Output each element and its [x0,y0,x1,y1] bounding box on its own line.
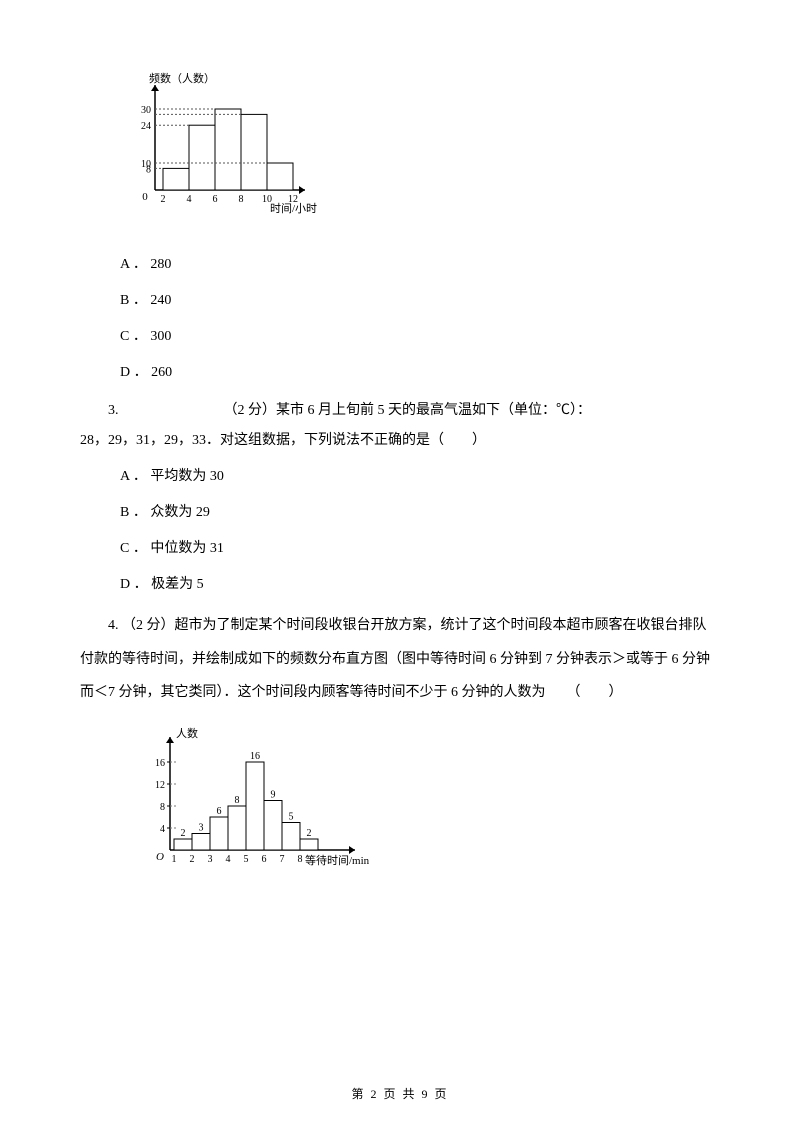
svg-text:24: 24 [141,121,151,132]
svg-text:人数: 人数 [176,727,198,740]
q2-option-b: B ． 240 [120,287,720,315]
svg-text:12: 12 [288,194,298,205]
svg-text:频数（人数）: 频数（人数） [149,71,215,85]
svg-text:10: 10 [141,159,151,170]
svg-text:6: 6 [217,806,222,817]
svg-text:30: 30 [141,105,151,116]
q2-option-c: C ． 300 [120,323,720,351]
q3-line1: 3. （2 分）某市 6 月上旬前 5 天的最高气温如下（单位：℃）： [80,397,720,425]
q2-option-d: D ． 260 [120,359,720,387]
svg-text:8: 8 [298,854,303,865]
svg-text:等待时间/min: 等待时间/min [305,853,370,867]
svg-text:4: 4 [226,854,231,865]
svg-text:9: 9 [271,789,276,800]
q3-option-a: A ． 平均数为 30 [120,463,720,491]
svg-text:8: 8 [235,795,240,806]
svg-text:0: 0 [142,191,148,203]
svg-text:16: 16 [250,751,260,762]
svg-text:7: 7 [280,854,285,865]
q4-text: 4. （2 分）超市为了制定某个时间段收银台开放方案，统计了这个时间段本超市顾客… [80,609,720,710]
q3-option-b: B ． 众数为 29 [120,499,720,527]
svg-text:O: O [156,851,164,863]
svg-text:12: 12 [155,780,165,791]
svg-text:6: 6 [213,194,218,205]
svg-text:3: 3 [208,854,213,865]
svg-text:8: 8 [239,194,244,205]
svg-text:10: 10 [262,194,272,205]
q3-option-d: D ． 极差为 5 [120,571,720,599]
chart-q2-histogram: 频数（人数）时间/小时0246810128102430 [120,70,720,231]
svg-text:2: 2 [307,828,312,839]
svg-text:1: 1 [172,854,177,865]
svg-text:16: 16 [155,758,165,769]
q3-option-c: C ． 中位数为 31 [120,535,720,563]
svg-text:4: 4 [187,194,192,205]
q3-line2: 28，29，31，29，33．对这组数据，下列说法不正确的是（ ） [80,427,720,455]
page-footer: 第 2 页 共 9 页 [0,1085,800,1102]
svg-text:2: 2 [190,854,195,865]
svg-text:5: 5 [289,811,294,822]
svg-text:4: 4 [160,824,165,835]
svg-text:2: 2 [161,194,166,205]
svg-text:5: 5 [244,854,249,865]
chart-q4-histogram: 人数等待时间/minO48121612345678236816952 [140,725,720,886]
svg-text:2: 2 [181,828,186,839]
q2-option-a: A ． 280 [120,251,720,279]
svg-text:3: 3 [199,822,204,833]
svg-text:8: 8 [160,802,165,813]
svg-text:6: 6 [262,854,267,865]
